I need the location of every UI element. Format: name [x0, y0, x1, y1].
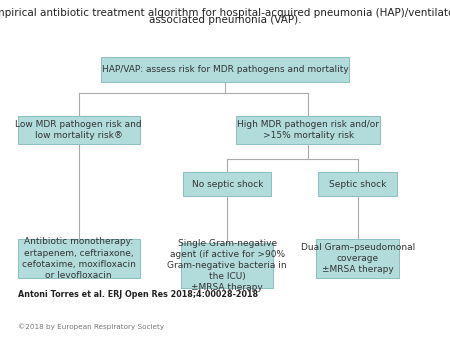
- Text: No septic shock: No septic shock: [192, 180, 263, 189]
- Text: Antibiotic monotherapy:
ertapenem, ceftriaxone,
cefotaxime, moxifloxacin
or levo: Antibiotic monotherapy: ertapenem, ceftr…: [22, 237, 136, 280]
- Text: Empirical antibiotic treatment algorithm for hospital-acquired pneumonia (HAP)/v: Empirical antibiotic treatment algorithm…: [0, 8, 450, 19]
- Text: High MDR pathogen risk and/or
>15% mortality risk: High MDR pathogen risk and/or >15% morta…: [237, 120, 379, 140]
- Text: Low MDR pathogen risk and
low mortality risk®: Low MDR pathogen risk and low mortality …: [15, 120, 142, 140]
- FancyBboxPatch shape: [18, 239, 140, 278]
- FancyBboxPatch shape: [18, 116, 140, 145]
- Text: ©2018 by European Respiratory Society: ©2018 by European Respiratory Society: [18, 323, 164, 330]
- FancyBboxPatch shape: [316, 239, 400, 278]
- FancyBboxPatch shape: [236, 116, 380, 145]
- Text: Single Gram-negative
agent (if active for >90%
Gram-negative bacteria in
the ICU: Single Gram-negative agent (if active fo…: [167, 239, 287, 292]
- Text: Dual Gram–pseudomonal
coverage
±MRSA therapy: Dual Gram–pseudomonal coverage ±MRSA the…: [301, 243, 415, 274]
- FancyBboxPatch shape: [101, 57, 349, 82]
- FancyBboxPatch shape: [184, 172, 271, 196]
- Text: Septic shock: Septic shock: [329, 180, 387, 189]
- Text: associated pneumonia (VAP).: associated pneumonia (VAP).: [149, 15, 301, 25]
- Text: HAP/VAP: assess risk for MDR pathogens and mortality: HAP/VAP: assess risk for MDR pathogens a…: [102, 65, 348, 74]
- Text: Antoni Torres et al. ERJ Open Res 2018;4:00028-2018: Antoni Torres et al. ERJ Open Res 2018;4…: [18, 290, 258, 299]
- FancyBboxPatch shape: [319, 172, 397, 196]
- FancyBboxPatch shape: [181, 243, 274, 288]
